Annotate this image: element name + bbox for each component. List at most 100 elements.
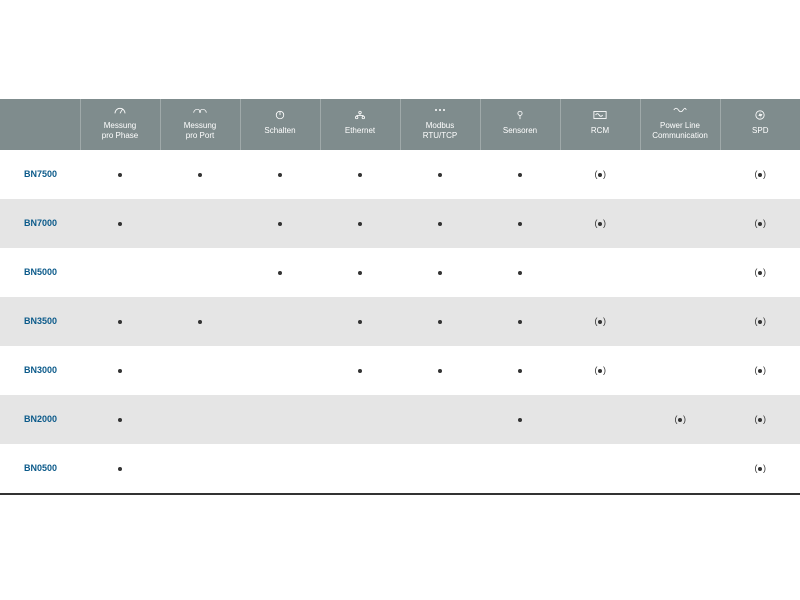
feature-cell: () — [720, 346, 800, 395]
included-marker — [358, 320, 362, 324]
included-marker — [278, 173, 282, 177]
feature-cell: () — [720, 444, 800, 493]
feature-cell — [560, 248, 640, 297]
feature-cell — [400, 346, 480, 395]
optional-marker: () — [595, 169, 606, 179]
col-messung_port: Messungpro Port — [160, 99, 240, 150]
table-row: BN7500 () () — [0, 150, 800, 199]
plc-icon — [643, 105, 718, 117]
included-marker — [278, 271, 282, 275]
product-name[interactable]: BN3000 — [0, 346, 80, 395]
feature-cell — [80, 199, 160, 248]
included-marker — [358, 173, 362, 177]
feature-cell: () — [560, 346, 640, 395]
included-marker — [118, 369, 122, 373]
included-marker — [278, 222, 282, 226]
feature-cell — [480, 199, 560, 248]
feature-cell — [320, 444, 400, 493]
table-row: BN3500()() — [0, 297, 800, 346]
feature-cell: () — [720, 395, 800, 444]
included-marker — [438, 369, 442, 373]
feature-cell — [240, 248, 320, 297]
included-marker — [118, 320, 122, 324]
feature-cell: () — [560, 150, 640, 199]
feature-cell — [160, 395, 240, 444]
included-marker — [358, 271, 362, 275]
included-marker — [118, 467, 122, 471]
feature-cell — [80, 346, 160, 395]
optional-marker: () — [595, 365, 606, 375]
table-body: BN7500()()BN7000()()BN5000()BN3500()()BN… — [0, 150, 800, 493]
feature-cell — [80, 150, 160, 199]
table-row: BN2000 () () — [0, 395, 800, 444]
feature-cell: () — [720, 150, 800, 199]
wave-box-icon — [563, 110, 638, 122]
optional-marker: () — [595, 316, 606, 326]
header-blank — [0, 99, 80, 150]
feature-cell — [320, 199, 400, 248]
optional-marker: () — [755, 267, 766, 277]
feature-cell — [480, 297, 560, 346]
feature-cell: () — [720, 248, 800, 297]
product-name[interactable]: BN3500 — [0, 297, 80, 346]
feature-cell — [160, 248, 240, 297]
col-sensoren: Sensoren — [480, 99, 560, 150]
optional-marker: () — [755, 218, 766, 228]
included-marker — [358, 222, 362, 226]
feature-cell — [480, 150, 560, 199]
product-name[interactable]: BN2000 — [0, 395, 80, 444]
feature-cell: () — [560, 297, 640, 346]
feature-cell — [240, 395, 320, 444]
table-row: BN5000 () — [0, 248, 800, 297]
feature-cell — [160, 297, 240, 346]
feature-cell — [160, 150, 240, 199]
included-marker — [438, 173, 442, 177]
feature-cell — [160, 199, 240, 248]
feature-cell — [80, 297, 160, 346]
col-label: RCM — [563, 126, 638, 136]
col-rcm: RCM — [560, 99, 640, 150]
product-name[interactable]: BN0500 — [0, 444, 80, 493]
menu-icon — [403, 105, 478, 117]
feature-cell — [640, 297, 720, 346]
col-label: SPD — [723, 126, 799, 136]
feature-cell — [640, 248, 720, 297]
optional-marker: () — [675, 414, 686, 424]
feature-cell — [240, 297, 320, 346]
product-name[interactable]: BN7000 — [0, 199, 80, 248]
product-name[interactable]: BN5000 — [0, 248, 80, 297]
feature-cell — [240, 444, 320, 493]
included-marker — [518, 418, 522, 422]
table-row: BN0500 () — [0, 444, 800, 493]
feature-cell — [560, 395, 640, 444]
optional-marker: () — [755, 365, 766, 375]
feature-cell — [160, 444, 240, 493]
network-icon — [323, 110, 398, 122]
feature-cell — [560, 444, 640, 493]
double-gauge-icon — [163, 105, 238, 117]
col-label: Messungpro Phase — [83, 121, 158, 142]
included-marker — [358, 369, 362, 373]
gauge-icon — [83, 105, 158, 117]
feature-matrix: Messungpro PhaseMessungpro PortSchaltenE… — [0, 99, 800, 495]
feature-cell — [400, 444, 480, 493]
feature-cell — [80, 248, 160, 297]
col-spd: SPD — [720, 99, 800, 150]
included-marker — [518, 320, 522, 324]
feature-cell — [480, 346, 560, 395]
col-label: Sensoren — [483, 126, 558, 136]
col-messung_phase: Messungpro Phase — [80, 99, 160, 150]
product-name[interactable]: BN7500 — [0, 150, 80, 199]
optional-marker: () — [595, 218, 606, 228]
feature-cell — [320, 346, 400, 395]
footer-rule — [0, 493, 800, 495]
feature-cell — [480, 395, 560, 444]
feature-cell — [640, 444, 720, 493]
feature-cell: () — [720, 199, 800, 248]
feature-cell: () — [560, 199, 640, 248]
optional-marker: () — [755, 169, 766, 179]
feature-cell — [160, 346, 240, 395]
included-marker — [518, 369, 522, 373]
included-marker — [518, 173, 522, 177]
feature-cell — [320, 150, 400, 199]
